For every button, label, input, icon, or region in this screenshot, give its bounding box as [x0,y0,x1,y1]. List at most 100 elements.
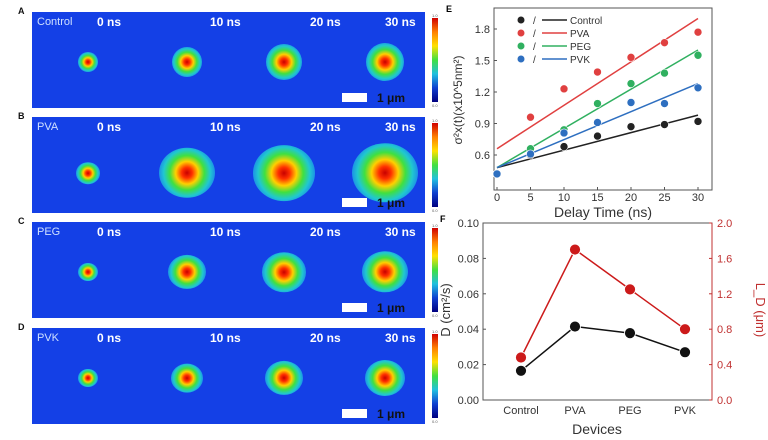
time-label: 30 ns [385,225,416,239]
x-tick-label: 25 [658,192,670,204]
exciton-spot [266,44,302,80]
y-tick-label: 0.02 [458,360,479,372]
scale-bar [342,93,367,102]
data-point-pvk [693,83,703,93]
time-label: 10 ns [210,331,241,345]
colorbar-min: 0.0 [432,208,438,213]
colorbar-max: 1.0 [432,13,438,18]
x-tick-label: 15 [591,192,603,204]
sample-label: PVA [37,121,59,133]
fit-line-peg [496,49,699,169]
heatmap-panel-peg: PEG 0 ns 10 ns 20 ns 30 ns 1 μm [32,222,425,318]
data-point-pva [559,84,569,94]
data-point-pvk [526,149,535,159]
y-tick-label: 1.2 [475,87,490,99]
colorbar-min: 0.0 [432,419,438,424]
time-label: 20 ns [310,225,341,239]
legend-marker [517,16,525,24]
colorbar-min: 0.0 [432,103,438,108]
x-tick-label: 30 [692,192,704,204]
data-point-pva [492,169,502,179]
time-label: 10 ns [210,120,241,134]
exciton-spot [253,145,315,201]
fit-line-pvk [496,82,699,169]
heatmap-panel-pva: PVA 0 ns 10 ns 20 ns 30 ns 1 μm [32,117,425,213]
y2-axis-title: L_D (μm) [753,283,768,337]
colorbar-max: 1.0 [432,223,438,228]
exciton-spot [78,52,98,72]
data-point-d [569,320,581,333]
panel-letter: E [446,4,452,14]
x-tick-label: 10 [558,192,570,204]
y-tick-label: 0.04 [458,324,479,336]
data-point-peg [660,68,669,78]
data-point-peg [593,99,602,108]
series-line-l_d [520,248,686,358]
panel-letter: B [18,111,25,121]
data-point-pvk [492,169,502,179]
colorbar [432,334,438,418]
y-axis-title: σ²x(t)(x10^5nm²) [451,55,465,144]
y-tick-label: 0.00 [458,395,479,407]
exciton-spot [366,43,404,81]
colorbar-min: 0.0 [432,313,438,318]
data-point-pva [693,27,703,37]
fit-line-control [496,114,699,169]
x-tick-label: Control [503,405,538,417]
panel-letter: F [440,214,446,224]
time-label: 30 ns [385,120,416,134]
sample-label: Control [37,16,73,28]
data-point-pva [626,53,636,62]
y-tick-label: 0.9 [475,119,490,131]
y-tick-label: 0.08 [458,253,479,265]
data-point-l_d [515,351,527,364]
legend-label: PVK [570,55,590,66]
x-tick-label: PEG [618,405,641,417]
time-label: 20 ns [310,15,341,29]
data-point-control [526,150,535,160]
exciton-spot [365,360,405,396]
fit-line-pva [496,17,699,150]
exciton-spot [76,162,100,184]
y-tick-label: 0.10 [458,218,479,230]
panel-letter: A [18,6,25,16]
time-label: 20 ns [310,331,341,345]
data-point-pvk [626,98,636,107]
x-tick-label: 5 [527,192,533,204]
time-label: 10 ns [210,15,241,29]
series-line-d [520,325,686,372]
colorbar-max: 1.0 [432,118,438,123]
plot-frame-e [493,7,713,191]
y2-tick-label: 1.6 [717,253,732,265]
time-label: 30 ns [385,15,416,29]
heatmap-panel-control: Control 0 ns 10 ns 20 ns 30 ns 1 μm [32,12,425,108]
x-tick-label: 20 [625,192,637,204]
legend-marker [517,42,525,50]
y2-tick-label: 0.0 [717,395,732,407]
legend-label: PEG [570,42,591,53]
legend-marker [517,55,525,63]
exciton-spot [168,254,206,290]
legend-separator: / [533,29,536,40]
time-label: 20 ns [310,120,341,134]
data-point-peg [492,169,502,179]
x-tick-label: PVA [564,405,586,417]
data-point-control [660,120,669,129]
colorbar [432,18,438,102]
data-point-peg [526,144,535,153]
scale-label: 1 μm [377,407,406,421]
time-label: 30 ns [385,331,416,345]
y-tick-label: 1.8 [475,24,490,36]
time-label: 0 ns [97,120,122,134]
data-point-control [693,117,703,126]
exciton-spot [352,143,418,203]
scale-label: 1 μm [377,301,406,315]
y2-tick-label: 2.0 [717,218,732,230]
data-point-d [679,346,691,359]
colorbar-max: 1.0 [432,329,438,334]
time-label: 0 ns [97,225,122,239]
data-point-pva [593,67,602,77]
x-axis-title: Delay Time (ns) [554,204,652,220]
y-tick-label: 0.6 [475,150,490,162]
exciton-spot [262,252,306,292]
